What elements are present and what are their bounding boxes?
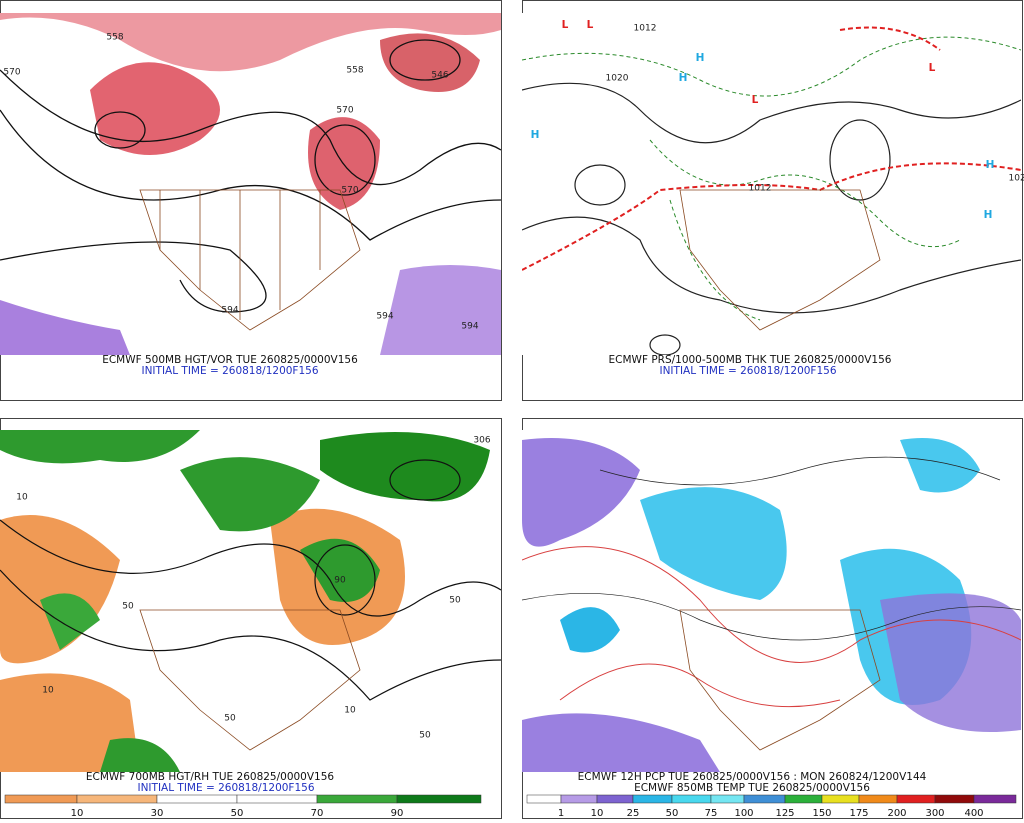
initial-time: INITIAL TIME = 260818/1200F156 <box>659 365 836 377</box>
panel-caption: ECMWF PRS/1000-500MB THK TUE 260825/0000… <box>609 354 892 366</box>
map-label: 594 <box>221 306 238 316</box>
colorbar-segment <box>632 794 673 804</box>
colorbar-label: 75 <box>705 808 718 819</box>
map-label: 558 <box>346 66 363 76</box>
map-label: 1020 <box>606 74 629 84</box>
colorbar-label: 50 <box>231 808 244 819</box>
map-label: L <box>587 19 594 31</box>
colorbar-segment <box>156 794 238 804</box>
panel-caption: ECMWF 850MB TEMP TUE 260825/0000V156 <box>634 782 870 794</box>
map-label: 50 <box>224 714 236 724</box>
colorbar-label: 150 <box>812 808 831 819</box>
map-label: 10 <box>16 493 28 503</box>
colorbar-segment <box>934 794 975 804</box>
map-label: 594 <box>376 312 393 322</box>
map-label: 1028 <box>1009 174 1024 184</box>
colorbar-label: 1 <box>558 808 564 819</box>
panel-caption: ECMWF 700MB HGT/RH TUE 260825/0000V156 <box>86 771 335 783</box>
map-label: 594 <box>461 322 478 332</box>
colorbar-label: 70 <box>311 808 324 819</box>
colorbar-segment <box>973 794 1017 804</box>
panel-caption: ECMWF 12H PCP TUE 260825/0000V156 : MON … <box>578 771 927 783</box>
colorbar-segment <box>76 794 158 804</box>
map-label: L <box>752 94 759 106</box>
map-mslp <box>522 13 1021 355</box>
map-label: 570 <box>3 68 20 78</box>
map-label: 1012 <box>749 184 772 194</box>
map-label: H <box>679 72 688 84</box>
colorbar-label: 100 <box>734 808 753 819</box>
map-label: 570 <box>336 106 353 116</box>
colorbar-segment <box>784 794 823 804</box>
colorbar-segment <box>710 794 745 804</box>
colorbar-label: 25 <box>627 808 640 819</box>
colorbar-segment <box>526 794 562 804</box>
colorbar-label: 90 <box>391 808 404 819</box>
colorbar-label: 400 <box>964 808 983 819</box>
panel-caption: ECMWF 500MB HGT/VOR TUE 260825/0000V156 <box>102 354 358 366</box>
map-label: 10 <box>42 686 54 696</box>
map-label: H <box>696 52 705 64</box>
map-precip <box>522 430 1021 772</box>
colorbar-label: 10 <box>71 808 84 819</box>
colorbar-segment <box>560 794 598 804</box>
map-label: 90 <box>334 576 346 586</box>
map-label: 306 <box>473 436 490 446</box>
initial-time: INITIAL TIME = 260818/1200F156 <box>141 365 318 377</box>
map-label: 1012 <box>634 24 657 34</box>
colorbar-segment <box>743 794 786 804</box>
colorbar-segment <box>896 794 936 804</box>
map-500mb <box>0 13 501 355</box>
map-label: H <box>984 209 993 221</box>
colorbar-label: 300 <box>925 808 944 819</box>
map-700mb <box>0 430 501 772</box>
map-label: 10 <box>344 706 356 716</box>
map-label: L <box>562 19 569 31</box>
colorbar-segment <box>858 794 898 804</box>
map-label: 546 <box>431 71 448 81</box>
initial-time: INITIAL TIME = 260818/1200F156 <box>137 782 314 794</box>
map-label: L <box>929 62 936 74</box>
colorbar-segment <box>236 794 318 804</box>
colorbar-segment <box>396 794 482 804</box>
map-label: 50 <box>449 596 461 606</box>
map-label: H <box>531 129 540 141</box>
colorbar-label: 30 <box>151 808 164 819</box>
map-label: 50 <box>122 602 134 612</box>
colorbar-label: 50 <box>666 808 679 819</box>
map-label: H <box>986 159 995 171</box>
colorbar-segment <box>821 794 860 804</box>
colorbar-segment <box>4 794 78 804</box>
colorbar-label: 175 <box>849 808 868 819</box>
colorbar-segment <box>671 794 712 804</box>
colorbar-segment <box>596 794 634 804</box>
colorbar-segment <box>316 794 398 804</box>
colorbar-label: 200 <box>887 808 906 819</box>
colorbar-label: 10 <box>591 808 604 819</box>
map-label: 558 <box>106 33 123 43</box>
colorbar-label: 125 <box>775 808 794 819</box>
map-label: 50 <box>419 731 431 741</box>
map-label: 570 <box>341 186 358 196</box>
